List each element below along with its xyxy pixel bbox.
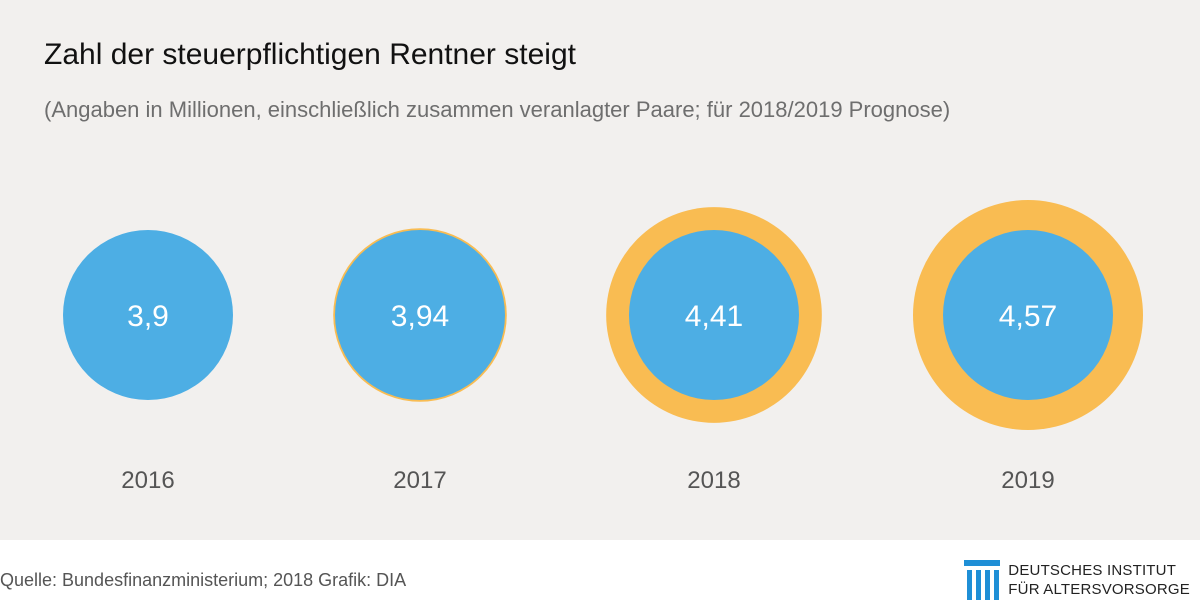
value-bubble-2016 <box>63 230 233 400</box>
chart-title: Zahl der steuerpflichtigen Rentner steig… <box>44 38 576 71</box>
value-label-2017: 3,94 <box>391 300 449 333</box>
year-label-2018: 2018 <box>687 467 740 494</box>
year-label-2017: 2017 <box>393 467 446 494</box>
value-label-2016: 3,9 <box>127 300 169 333</box>
brand-block: DEUTSCHES INSTITUT FÜR ALTERSVORSORGE <box>964 560 1190 600</box>
brand-name: DEUTSCHES INSTITUT FÜR ALTERSVORSORGE <box>1008 561 1190 599</box>
source-note: Quelle: Bundesfinanzministerium; 2018 Gr… <box>0 570 407 590</box>
chart-subtitle: (Angaben in Millionen, einschließlich zu… <box>44 97 951 122</box>
brand-line-1: DEUTSCHES INSTITUT <box>1008 562 1177 579</box>
value-label-2018: 4,41 <box>685 300 743 333</box>
value-bubble-2019 <box>943 230 1113 400</box>
value-bubble-2017 <box>335 230 505 400</box>
year-label-2019: 2019 <box>1001 467 1054 494</box>
value-bubble-2018 <box>629 230 799 400</box>
value-label-2019: 4,57 <box>999 300 1057 333</box>
brand-line-2: FÜR ALTERSVORSORGE <box>1008 581 1190 598</box>
chart-panel: Zahl der steuerpflichtigen Rentner steig… <box>0 0 1200 540</box>
year-label-2016: 2016 <box>121 467 174 494</box>
dia-logo-icon <box>964 560 1001 600</box>
bubble-chart: 3,9 2016 3,94 2017 4,41 2018 4,57 2019 <box>63 200 1143 494</box>
